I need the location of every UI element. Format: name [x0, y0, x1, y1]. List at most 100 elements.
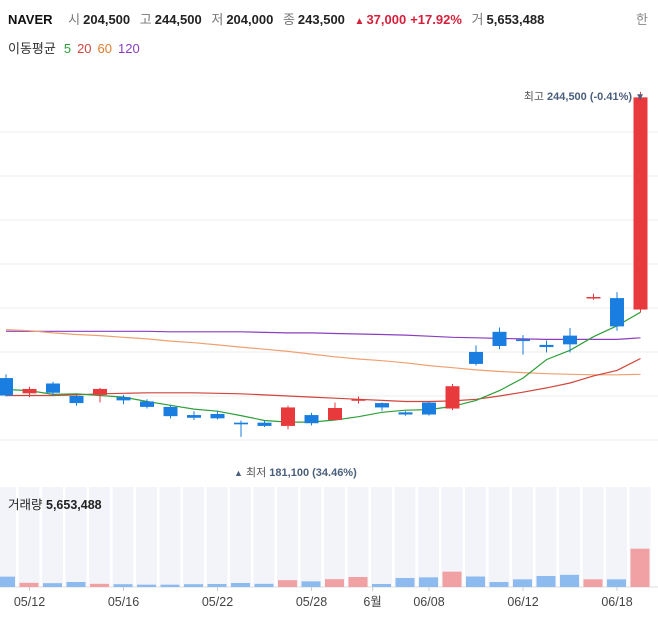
candle	[116, 397, 131, 401]
volume-bar	[489, 582, 509, 587]
low-label: 저	[211, 12, 224, 27]
candle	[257, 422, 272, 426]
volume-bar	[254, 583, 274, 587]
volume-bar	[301, 581, 321, 587]
volume-bar	[395, 578, 415, 587]
candle	[375, 403, 389, 408]
volume-bar	[90, 583, 109, 587]
candle	[516, 339, 530, 342]
candle	[492, 331, 507, 346]
volume-column-bg	[465, 487, 486, 587]
volume-bar	[43, 583, 62, 587]
volume-bar	[466, 576, 485, 587]
volume-bar	[442, 571, 462, 587]
ma5-line	[5, 311, 641, 423]
low-annotation-label: 최저	[245, 467, 267, 479]
ma-legend-20[interactable]: 20	[77, 41, 92, 56]
candle	[0, 378, 13, 396]
volume-panel-label: 거래량	[8, 498, 43, 512]
x-tick-label: 06/18	[601, 595, 632, 609]
ma-legend-60[interactable]: 60	[97, 41, 113, 56]
volume-bar	[419, 577, 438, 587]
volume-panel-value: 5,653,488	[46, 498, 102, 512]
candle	[210, 413, 225, 419]
volume-value: 5,653,488	[486, 12, 545, 27]
candle	[445, 386, 460, 409]
volume-bar	[0, 576, 15, 587]
x-tick-label: 6월	[363, 595, 381, 609]
volume-column-bg	[183, 487, 204, 587]
candle	[281, 407, 295, 426]
candle	[163, 406, 178, 417]
volume-column-bg	[606, 487, 627, 587]
volume-bar	[19, 582, 39, 587]
volume-bar	[372, 584, 391, 587]
volume-bar	[583, 579, 603, 587]
volume-bar	[160, 584, 180, 587]
ma60-line	[5, 329, 641, 376]
volume-column-bg	[300, 487, 322, 587]
volume-column-bg	[65, 487, 87, 587]
volume-bar	[325, 579, 344, 587]
volume-bar	[630, 548, 650, 587]
low-marker-icon: ▲	[234, 468, 243, 478]
ma-legend: 이동평균 5 20 60 120	[8, 38, 146, 57]
volume-bar	[113, 584, 133, 587]
volume-bar	[607, 579, 626, 587]
ma20-line	[6, 357, 641, 403]
language-toggle[interactable]: 한	[636, 12, 648, 27]
close-label: 종	[282, 12, 295, 27]
high-annotation: 최고 244,500 (-0.41%) ▼	[524, 88, 645, 104]
x-tick-label: 05/28	[296, 595, 327, 609]
volume-bar	[348, 577, 368, 587]
open-value: 204,500	[83, 12, 131, 27]
volume-column-bg	[535, 487, 557, 587]
x-tick-label: 05/12	[14, 595, 45, 609]
high-marker-icon: ▼	[635, 92, 645, 103]
volume-bar	[231, 583, 250, 587]
candle	[586, 297, 601, 299]
volume-bar	[536, 576, 556, 587]
high-label: 고	[139, 12, 152, 27]
candle	[234, 422, 248, 425]
stock-name: NAVER	[8, 12, 53, 27]
candle	[539, 344, 554, 348]
candle	[633, 97, 648, 310]
volume-column-bg	[582, 487, 604, 587]
volume-column-bg	[0, 487, 16, 587]
ma-legend-5[interactable]: 5	[63, 41, 72, 56]
volume-column-bg	[324, 487, 345, 587]
candle	[422, 402, 436, 415]
low-value: 204,000	[226, 12, 274, 27]
volume-column-bg	[42, 487, 63, 587]
volume-column-bg	[441, 487, 463, 587]
volume-column-bg	[277, 487, 298, 587]
volume-column-bg	[230, 487, 251, 587]
volume-column-bg	[418, 487, 439, 587]
volume-column-bg	[18, 487, 40, 587]
ma-legend-120[interactable]: 120	[118, 41, 140, 56]
candle	[610, 298, 624, 327]
volume-column-bg	[89, 487, 110, 587]
x-tick-label: 05/22	[202, 595, 233, 609]
change-value: 37,000	[366, 12, 407, 27]
volume-column-bg	[347, 487, 369, 587]
volume-column-bg	[253, 487, 275, 587]
candle	[398, 412, 413, 415]
ma120-line	[6, 330, 641, 340]
volume-column-bg	[159, 487, 181, 587]
volume-column-bg	[394, 487, 416, 587]
x-tick-label: 05/16	[108, 595, 139, 609]
volume-panel-title: 거래량 5,653,488	[8, 494, 102, 513]
candle	[69, 396, 84, 404]
volume-bar	[278, 580, 297, 587]
low-annotation-value: 181,100 (34.46%)	[269, 467, 357, 479]
ma-legend-title: 이동평균	[8, 41, 56, 56]
candle	[140, 401, 154, 407]
volume-column-bg	[559, 487, 580, 587]
high-value: 244,500	[154, 12, 202, 27]
x-tick-label: 06/12	[507, 595, 538, 609]
volume-bar	[184, 584, 203, 587]
candle	[46, 383, 60, 393]
